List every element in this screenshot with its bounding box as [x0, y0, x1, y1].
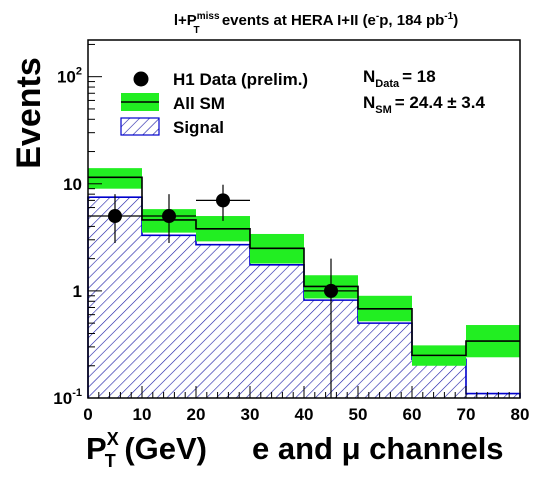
- x-tick-label: 70: [457, 405, 476, 424]
- legend: H1 Data (prelim.) All SM Signal: [120, 70, 308, 137]
- signal-bar: [250, 264, 304, 398]
- x-tick-label: 80: [511, 405, 530, 424]
- n-sm-annotation: NSM = 24.4 ± 3.4: [363, 93, 485, 116]
- chart-title: l+Pmiss T events at HERA I+II (e-p, 184 p…: [174, 11, 458, 36]
- x-tick-label: 40: [295, 405, 314, 424]
- y-tick-label: 10-1: [53, 387, 82, 408]
- legend-sm-label: All SM: [173, 94, 225, 113]
- x-tick-label: 10: [133, 405, 152, 424]
- y-tick-label: 10: [63, 175, 82, 194]
- sm-band: [88, 168, 142, 189]
- signal-bar: [466, 393, 520, 398]
- data-point: [216, 193, 230, 208]
- legend-data-marker: [133, 71, 149, 87]
- signal-bar: [142, 235, 196, 398]
- legend-signal-swatch: [120, 117, 160, 136]
- data-point: [162, 209, 176, 224]
- legend-data-label: H1 Data (prelim.): [173, 70, 308, 89]
- data-point: [108, 209, 122, 224]
- x-axis-label: PX T (GeV): [86, 429, 207, 471]
- y-axis-label: Events: [10, 57, 48, 169]
- y-tick-label: 1: [73, 282, 82, 301]
- x-tick-label: 30: [241, 405, 260, 424]
- y-tick-label: 102: [57, 66, 82, 87]
- x-tick-label: 60: [403, 405, 422, 424]
- data-point: [324, 283, 338, 298]
- signal-bar: [358, 323, 412, 398]
- x-tick-label: 0: [83, 405, 92, 424]
- x-tick-label: 50: [349, 405, 368, 424]
- n-data-annotation: NData = 18: [363, 67, 436, 90]
- legend-signal-label: Signal: [173, 118, 224, 137]
- signal-bar: [196, 244, 250, 398]
- x-axis-channels-label: e and μ channels: [252, 431, 504, 466]
- x-tick-label: 20: [187, 405, 206, 424]
